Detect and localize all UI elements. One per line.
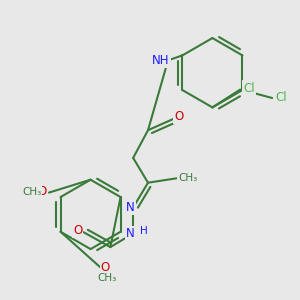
Text: O: O [73,224,82,237]
Text: Cl: Cl [243,82,255,94]
Text: O: O [101,261,110,274]
Text: CH₃: CH₃ [22,187,41,197]
Text: CH₃: CH₃ [178,173,197,183]
Text: N: N [126,227,135,240]
Text: O: O [37,185,46,198]
Text: NH: NH [152,54,169,67]
Text: CH₃: CH₃ [97,273,116,283]
Text: H: H [140,226,147,236]
Text: O: O [175,110,184,123]
Text: Cl: Cl [275,92,287,104]
Text: N: N [126,201,135,214]
